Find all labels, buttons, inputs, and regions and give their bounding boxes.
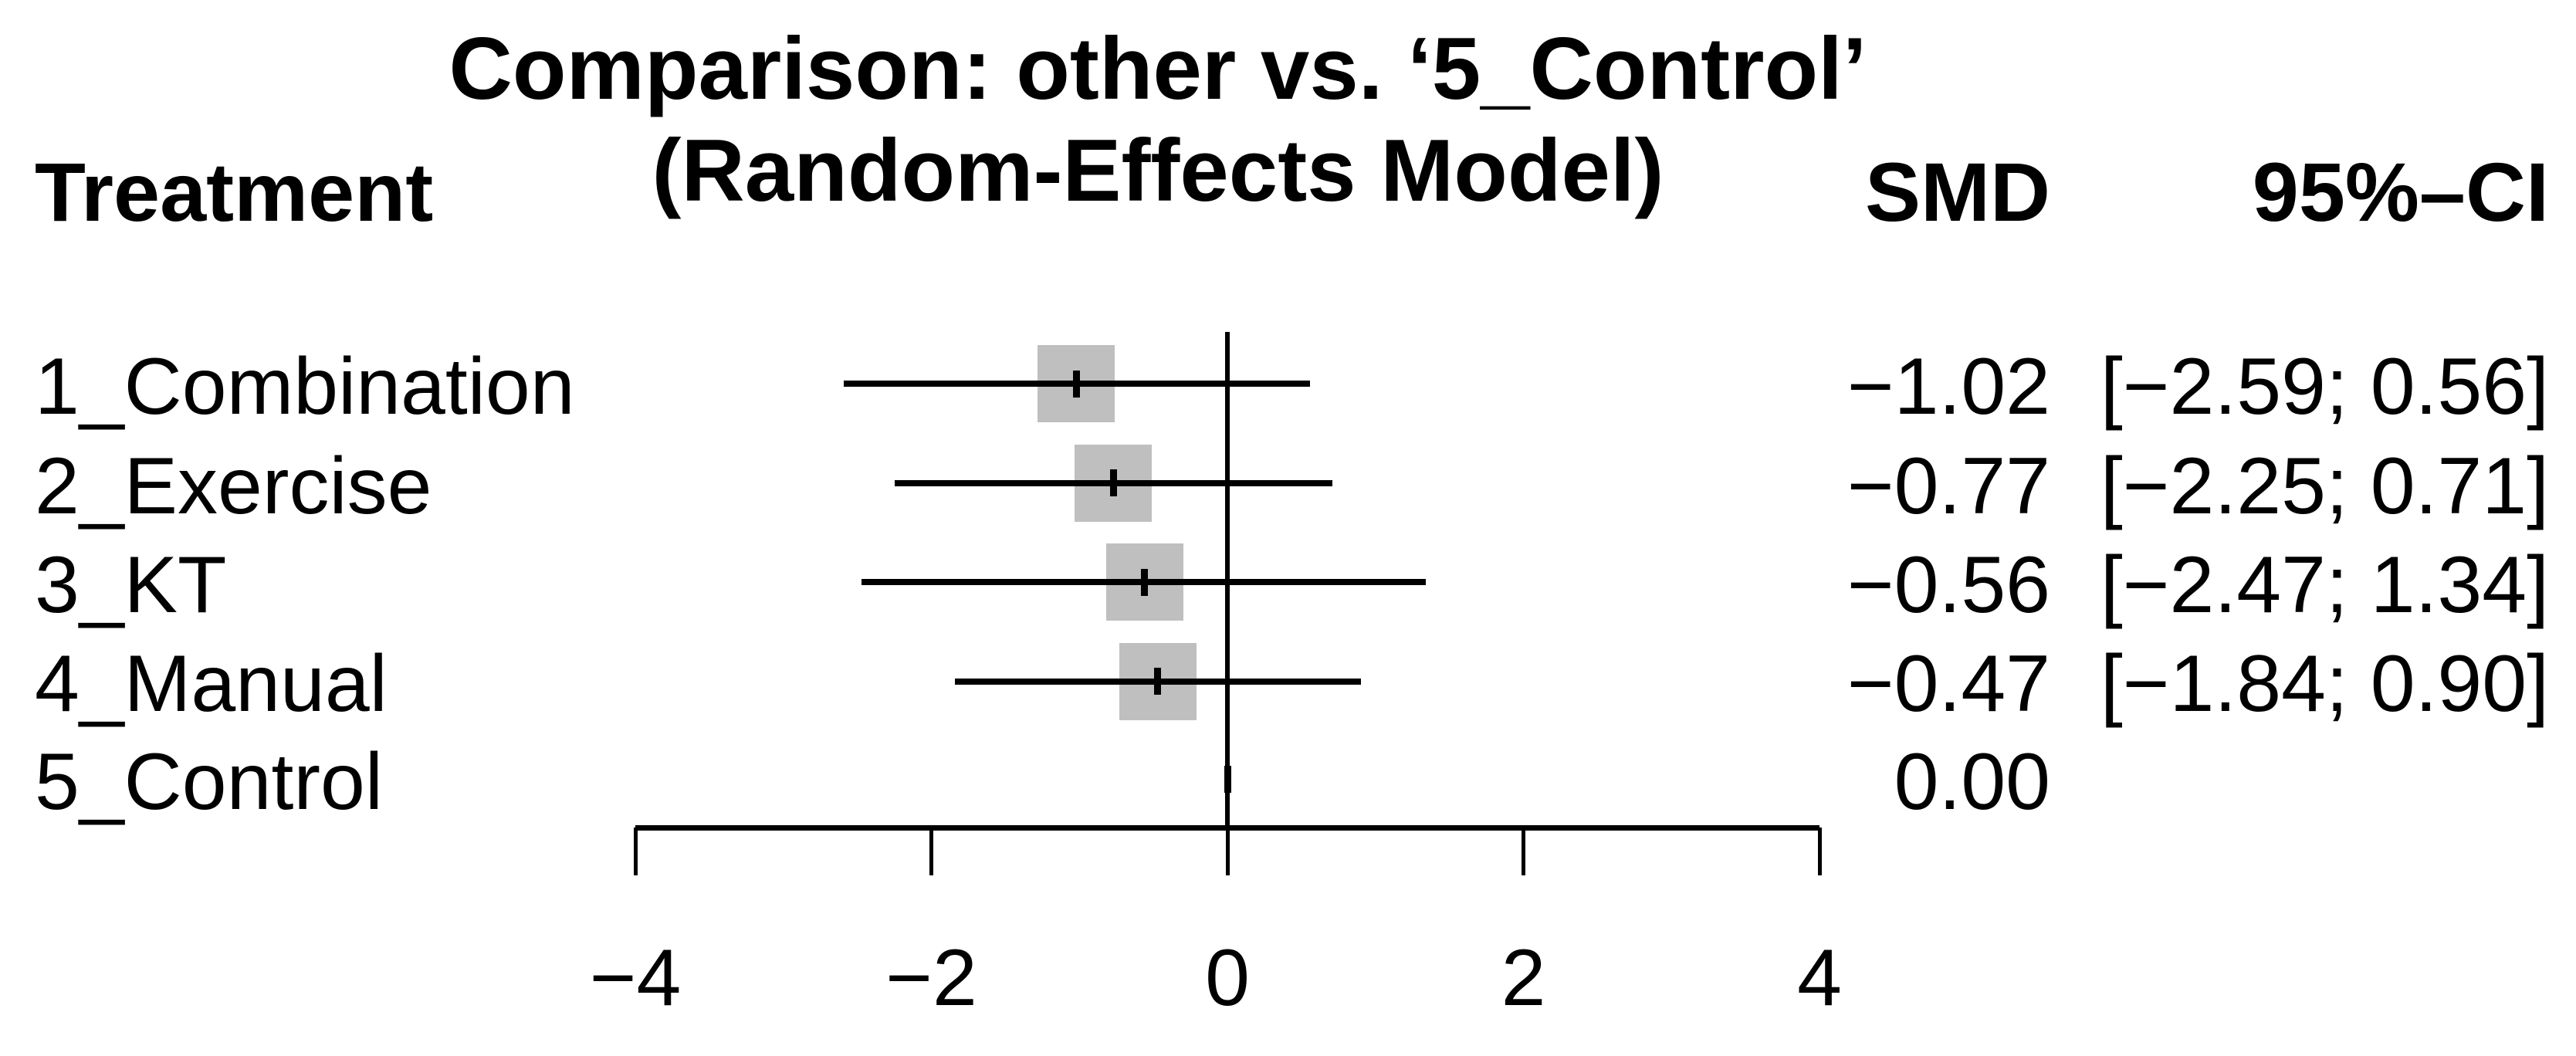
axis-tick — [1225, 828, 1230, 875]
treatment-label: 1_Combination — [35, 342, 575, 432]
ci-value: [−2.47; 1.34] — [2100, 540, 2549, 630]
column-header-smd: SMD — [1865, 145, 2050, 239]
estimate-tick — [1109, 469, 1117, 496]
axis-tick-label: −2 — [885, 933, 977, 1023]
axis-tick — [1817, 828, 1822, 875]
chart-title-line-1: Comparison: other vs. ‘5_Control’ — [449, 20, 1867, 118]
axis-tick-label: −4 — [589, 933, 682, 1023]
column-header-treatment: Treatment — [35, 145, 434, 239]
axis-tick — [1522, 828, 1525, 875]
estimate-tick — [1224, 765, 1231, 793]
smd-value: −0.77 — [1847, 442, 2050, 531]
smd-value: −0.47 — [1847, 639, 2050, 729]
chart-title-line-2: (Random-Effects Model) — [652, 122, 1664, 220]
ci-value: [−1.84; 0.90] — [2100, 639, 2549, 729]
ci-value: [−2.25; 0.71] — [2100, 442, 2549, 531]
axis-tick-label: 4 — [1797, 933, 1842, 1023]
ci-value: [−2.59; 0.56] — [2100, 342, 2549, 432]
treatment-label: 4_Manual — [35, 639, 388, 729]
column-header-ci: 95%–CI — [2252, 145, 2549, 239]
axis-tick — [633, 828, 638, 875]
treatment-label: 3_KT — [35, 540, 227, 630]
axis-tick — [929, 828, 933, 875]
estimate-tick — [1154, 668, 1162, 695]
treatment-label: 5_Control — [35, 737, 383, 827]
smd-value: −1.02 — [1847, 342, 2050, 432]
estimate-tick — [1072, 370, 1080, 398]
treatment-label: 2_Exercise — [35, 442, 432, 531]
smd-value: −0.56 — [1847, 540, 2050, 630]
chart-title: Comparison: other vs. ‘5_Control’ (Rando… — [0, 19, 2316, 222]
axis-tick-label: 0 — [1205, 933, 1250, 1023]
estimate-tick — [1141, 568, 1149, 596]
axis-tick-label: 2 — [1501, 933, 1546, 1023]
smd-value: 0.00 — [1894, 737, 2050, 827]
